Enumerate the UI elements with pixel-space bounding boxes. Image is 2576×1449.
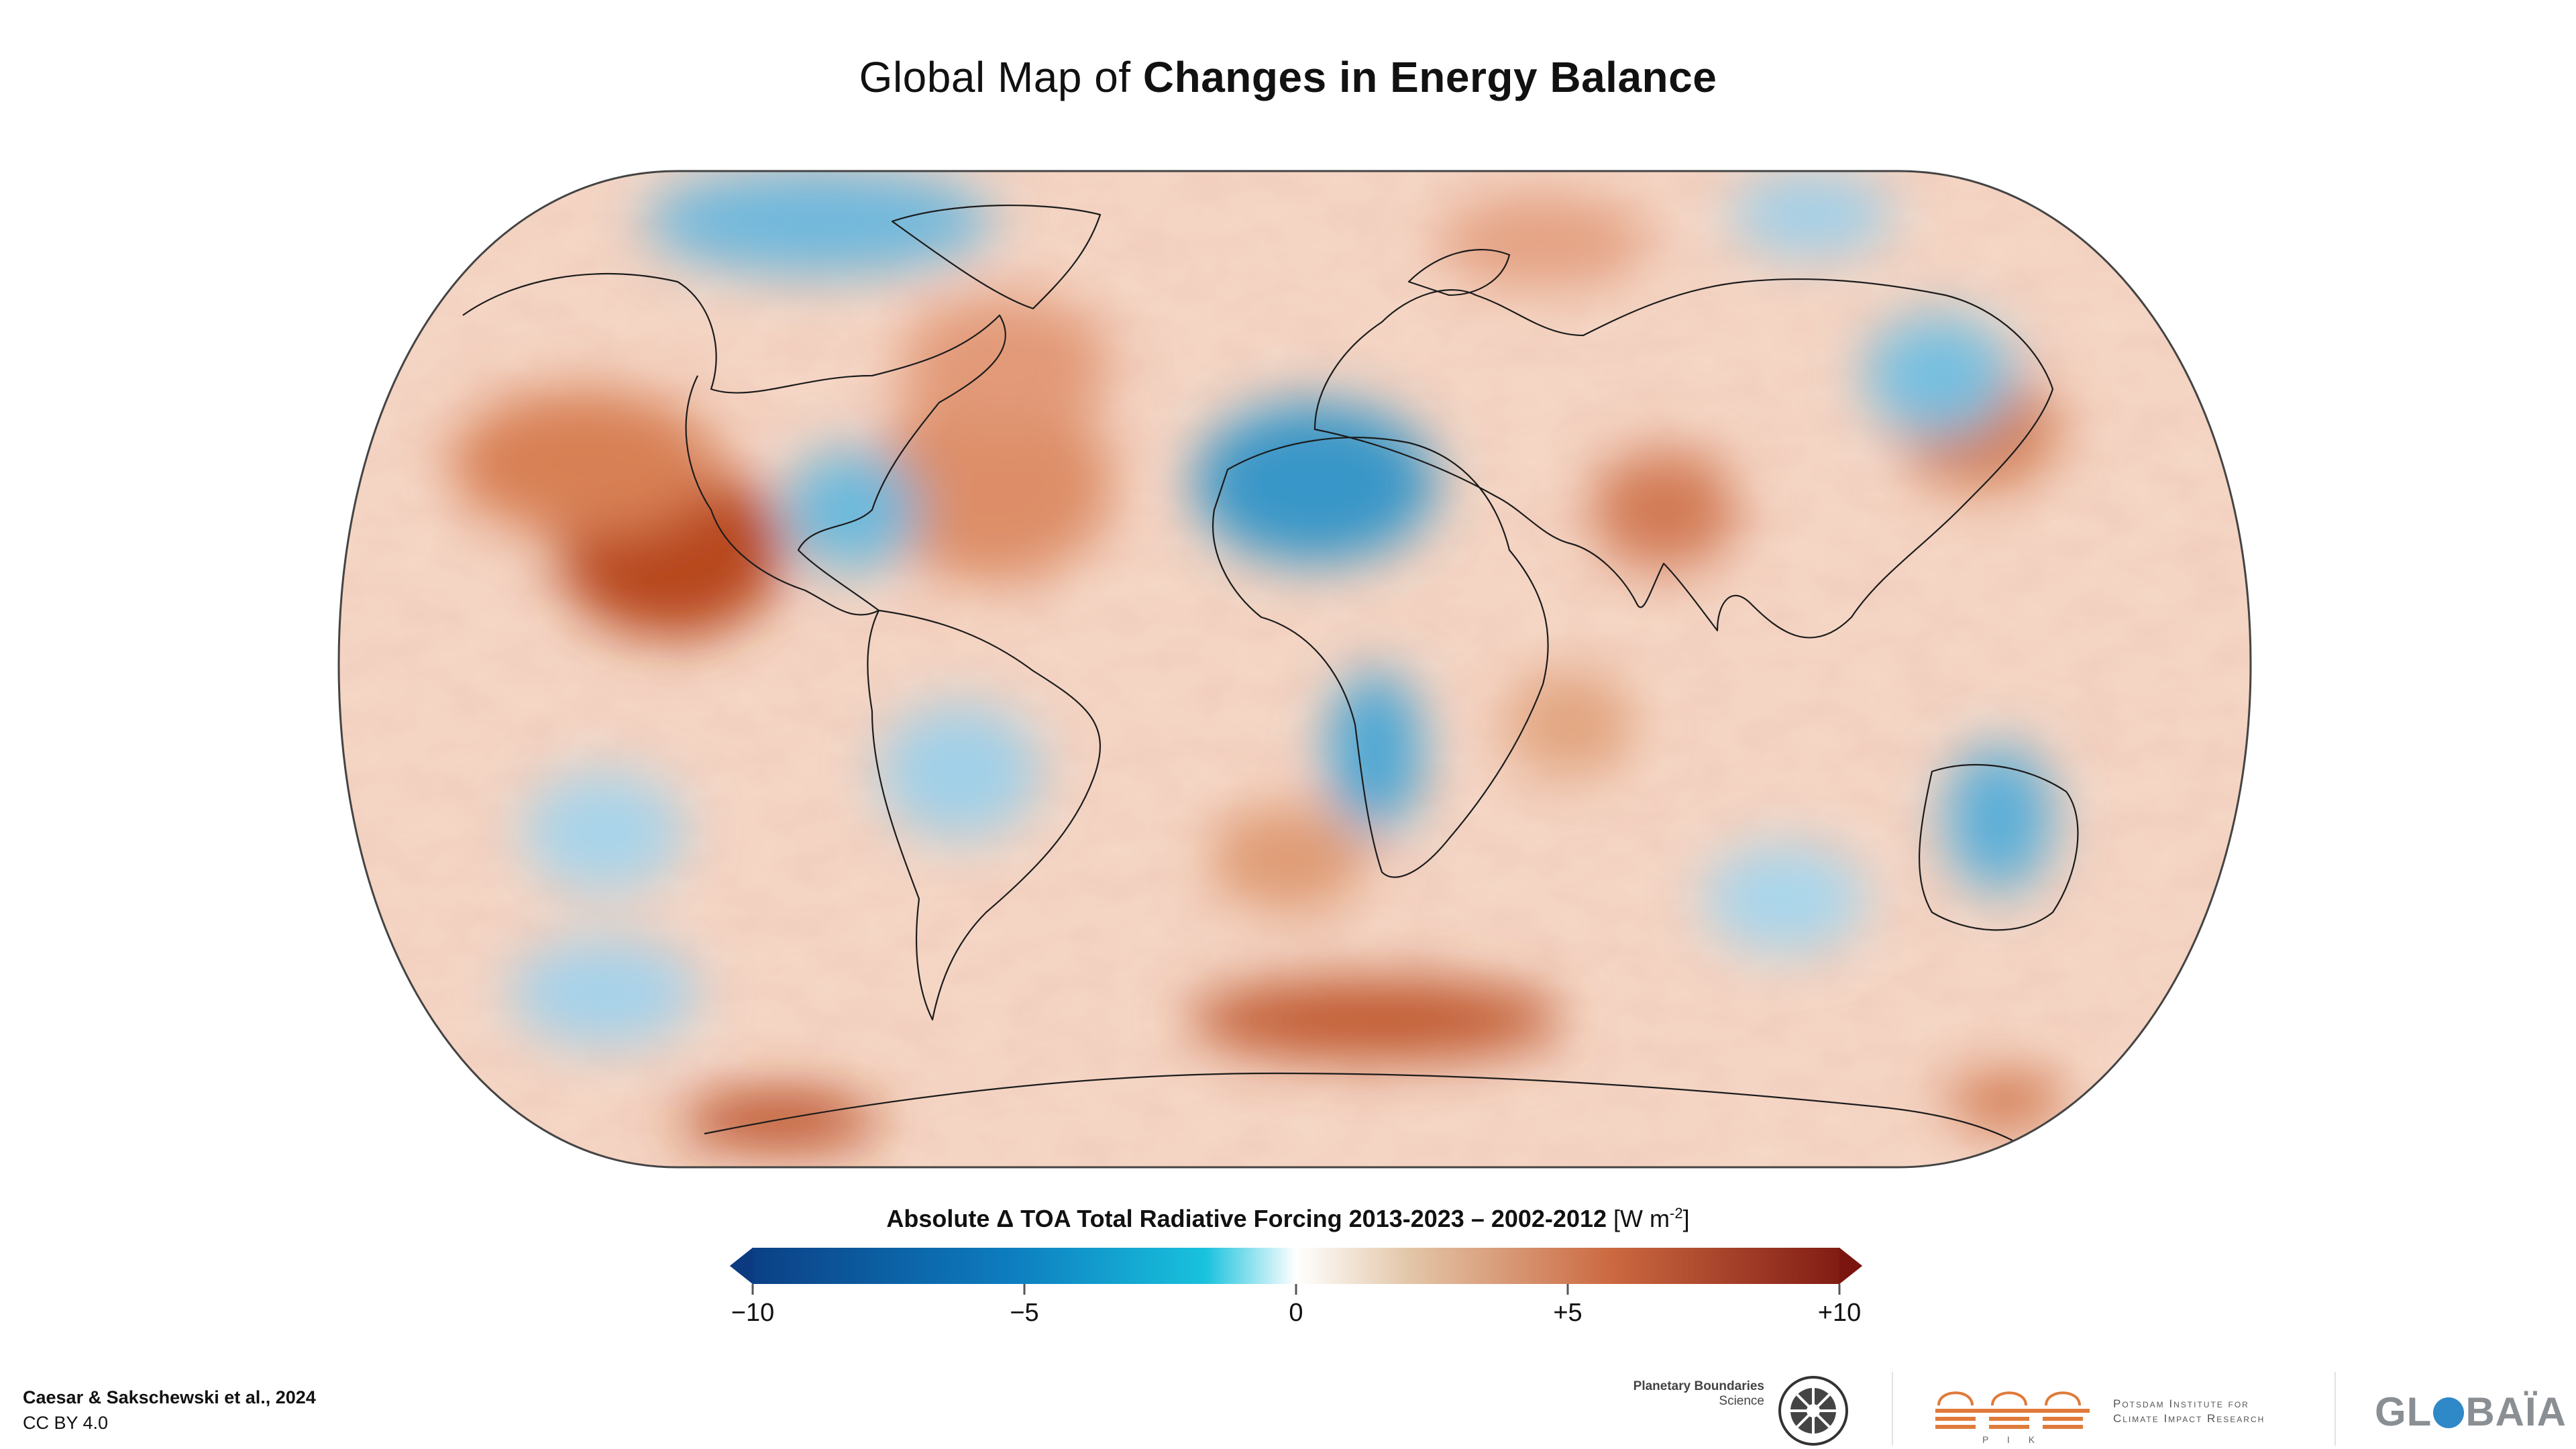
pik-logo-line2: Climate Impact Research: [2113, 1412, 2265, 1425]
map-frame: [337, 170, 2252, 1169]
map-title: Global Map of Changes in Energy Balance: [0, 52, 2576, 102]
credit-block: Caesar & Sakschewski et al., 2024 CC BY …: [23, 1385, 316, 1436]
pb-logo-line2: Science: [1719, 1394, 1764, 1408]
credit-authors: Caesar & Sakschewski et al., 2024: [23, 1387, 316, 1407]
colorbar-tick-label: −10: [731, 1299, 775, 1327]
globaia-logo-pre: GL: [2375, 1389, 2432, 1434]
coastlines: [462, 204, 2079, 1141]
colorbar-title-bold: Absolute Δ TOA Total Radiative Forcing 2…: [886, 1205, 1607, 1232]
map-title-regular: Global Map of: [859, 53, 1143, 101]
colorbar: [730, 1248, 1862, 1295]
colorbar-max-arrow: [1839, 1248, 1862, 1284]
colorbar-tick-labels: −10 −5 0 +5 +10: [0, 1299, 2576, 1332]
credit-license: CC BY 4.0: [23, 1413, 109, 1433]
colorbar-tick-label: +10: [1817, 1299, 1862, 1327]
map-title-bold: Changes in Energy Balance: [1142, 53, 1717, 101]
colorbar-title: Absolute Δ TOA Total Radiative Forcing 2…: [0, 1205, 2576, 1233]
colorbar-unit-post: ]: [1682, 1205, 1690, 1232]
colorbar-unit-pre: [W m: [1613, 1205, 1670, 1232]
planetary-boundaries-logo-icon: [1778, 1376, 1848, 1446]
colorbar-tick-label: +5: [1553, 1299, 1582, 1327]
pik-logo-text: Potsdam Institute for Climate Impact Res…: [2113, 1397, 2265, 1426]
pb-logo-line1: Planetary Boundaries: [1633, 1379, 1764, 1393]
globaia-logo-post: BAÏA: [2465, 1389, 2567, 1434]
pik-abbr: P I K: [1982, 1434, 2043, 1445]
colorbar-tick-label: −5: [1010, 1299, 1039, 1327]
globaia-globe-icon: [2433, 1397, 2465, 1428]
colorbar-tick-label: 0: [1289, 1299, 1303, 1327]
colorbar-min-arrow: [730, 1248, 753, 1284]
colorbar-unit: [W m-2]: [1613, 1205, 1690, 1232]
colorbar-unit-exp: -2: [1670, 1205, 1683, 1222]
logo-divider-2: [2334, 1372, 2336, 1446]
logo-divider-1: [1892, 1372, 1893, 1446]
pik-logo-icon: P I K: [1935, 1391, 2090, 1445]
pb-logo-text: Planetary Boundaries Science: [1607, 1379, 1764, 1409]
map-field: [339, 171, 2251, 1167]
pik-logo-line1: Potsdam Institute for: [2113, 1397, 2249, 1410]
globaia-logo: GL BAÏA: [2375, 1389, 2567, 1435]
colorbar-bar: [730, 1248, 1862, 1284]
